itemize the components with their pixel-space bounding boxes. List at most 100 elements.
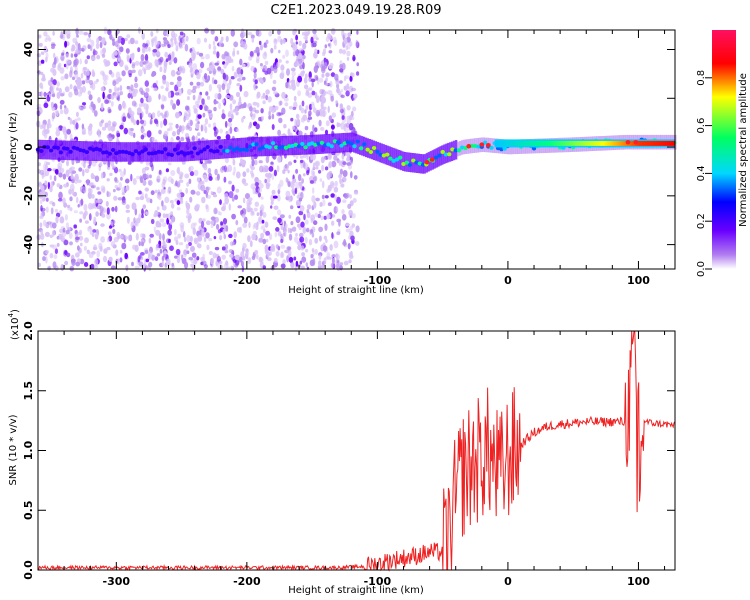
- noise-dot: [87, 90, 92, 96]
- noise-dot: [277, 209, 282, 216]
- noise-dot: [90, 39, 95, 48]
- track-band: [368, 139, 372, 159]
- noise-dot: [123, 168, 126, 176]
- noise-dot: [219, 128, 223, 134]
- noise-dot: [159, 248, 163, 254]
- noise-dot: [75, 111, 79, 117]
- noise-dot: [76, 34, 79, 38]
- noise-dot: [319, 178, 323, 182]
- noise-dot: [167, 44, 171, 49]
- noise-dot: [45, 34, 51, 41]
- noise-dot: [340, 94, 345, 99]
- noise-dot: [254, 79, 258, 85]
- track-band: [365, 137, 368, 158]
- noise-dot: [277, 29, 281, 35]
- noise-dot: [196, 72, 201, 80]
- noise-dot: [79, 211, 84, 215]
- noise-dot: [221, 53, 226, 60]
- noise-dot: [44, 180, 48, 186]
- noise-dot: [309, 229, 312, 235]
- noise-dot: [103, 80, 108, 86]
- noise-dot: [272, 216, 278, 221]
- noise-dot: [251, 255, 256, 260]
- noise-dot: [115, 71, 121, 79]
- noise-dot: [123, 127, 128, 135]
- noise-dot: [262, 92, 266, 99]
- track-core: [482, 140, 488, 145]
- noise-dot: [272, 79, 277, 85]
- noise-dot: [155, 28, 159, 34]
- noise-dot: [47, 221, 52, 225]
- noise-dot: [187, 88, 192, 96]
- noise-dot: [264, 221, 269, 228]
- noise-dot: [239, 226, 243, 234]
- noise-dot: [113, 195, 118, 201]
- track-core: [303, 145, 308, 150]
- snr-frame: [37, 330, 676, 571]
- noise-dot: [65, 229, 70, 235]
- noise-dot: [65, 169, 70, 178]
- track-band: [398, 150, 401, 170]
- noise-dot: [240, 260, 244, 267]
- noise-dot: [285, 60, 289, 64]
- noise-dot: [341, 214, 347, 221]
- noise-dot: [161, 94, 166, 102]
- noise-dot: [170, 170, 176, 176]
- noise-dot: [145, 59, 149, 64]
- noise-dot: [134, 60, 140, 66]
- noise-dot: [165, 168, 169, 173]
- noise-dot: [41, 123, 46, 129]
- noise-dot: [246, 62, 250, 68]
- y-tick-label: 0.5: [22, 501, 35, 521]
- noise-dot: [154, 120, 159, 125]
- noise-dot: [345, 122, 350, 128]
- noise-dot: [146, 172, 150, 180]
- noise-dot: [167, 258, 171, 266]
- noise-dot: [284, 163, 288, 169]
- noise-dot: [140, 252, 145, 256]
- noise-dot: [243, 216, 248, 224]
- noise-dot: [151, 70, 157, 77]
- noise-dot: [214, 246, 220, 251]
- noise-dot: [346, 156, 350, 162]
- noise-dot: [86, 68, 90, 77]
- noise-dot: [208, 43, 212, 50]
- noise-dot: [155, 229, 161, 236]
- noise-dot: [352, 198, 357, 203]
- noise-dot: [106, 190, 109, 197]
- track-core: [440, 149, 445, 154]
- noise-dot: [164, 111, 167, 118]
- noise-dot: [339, 80, 343, 84]
- noise-dot: [304, 109, 307, 114]
- noise-dot: [59, 109, 64, 115]
- track-band: [194, 141, 197, 161]
- noise-dot: [187, 217, 191, 224]
- noise-dot: [56, 242, 60, 247]
- track-band: [45, 140, 48, 160]
- noise-dot: [218, 87, 222, 93]
- track-band: [53, 140, 56, 160]
- noise-dot: [320, 126, 325, 131]
- noise-dot: [125, 264, 129, 272]
- noise-dot: [220, 68, 225, 75]
- noise-dot: [92, 202, 96, 208]
- noise-dot: [280, 224, 284, 231]
- noise-dot: [68, 91, 73, 98]
- noise-dot: [115, 88, 118, 94]
- noise-dot: [117, 38, 122, 43]
- noise-dot: [220, 36, 224, 42]
- track-core: [65, 146, 70, 151]
- noise-dot: [233, 166, 236, 174]
- noise-dot: [119, 91, 124, 96]
- noise-dot: [188, 256, 194, 261]
- noise-dot: [201, 180, 205, 186]
- noise-dot: [351, 223, 355, 228]
- noise-dot: [172, 131, 176, 137]
- track-core: [326, 142, 331, 147]
- noise-dot: [121, 242, 127, 250]
- noise-dot: [39, 222, 43, 228]
- noise-dot: [139, 119, 145, 125]
- noise-dot: [133, 132, 136, 138]
- noise-dot: [118, 234, 124, 239]
- noise-dot: [97, 133, 101, 138]
